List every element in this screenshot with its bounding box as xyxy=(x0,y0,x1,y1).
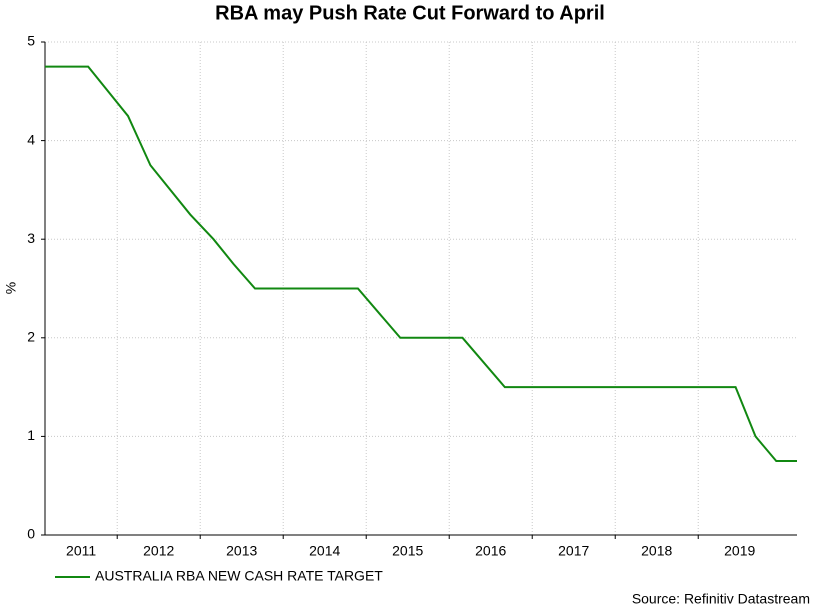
y-tick-label: 2 xyxy=(27,329,35,345)
x-tick-label: 2018 xyxy=(641,543,672,559)
x-tick-label: 2015 xyxy=(392,543,423,559)
x-tick-label: 2019 xyxy=(724,543,755,559)
y-tick-label: 4 xyxy=(27,131,35,147)
y-tick-label: 5 xyxy=(27,33,35,49)
x-tick-label: 2013 xyxy=(226,543,257,559)
y-tick-label: 1 xyxy=(27,427,35,443)
x-tick-label: 2012 xyxy=(143,543,174,559)
x-tick-label: 2016 xyxy=(475,543,506,559)
legend-label: AUSTRALIA RBA NEW CASH RATE TARGET xyxy=(95,568,383,584)
x-tick-label: 2011 xyxy=(66,543,96,559)
y-axis-label: % xyxy=(3,282,19,294)
x-tick-label: 2017 xyxy=(558,543,589,559)
data-line xyxy=(45,65,797,463)
chart-title: RBA may Push Rate Cut Forward to April xyxy=(215,2,605,24)
source-note: Source: Refinitiv Datastream xyxy=(632,591,810,607)
y-tick-label: 3 xyxy=(27,230,35,246)
x-tick-label: 2014 xyxy=(309,543,340,559)
y-tick-label: 0 xyxy=(27,526,35,542)
